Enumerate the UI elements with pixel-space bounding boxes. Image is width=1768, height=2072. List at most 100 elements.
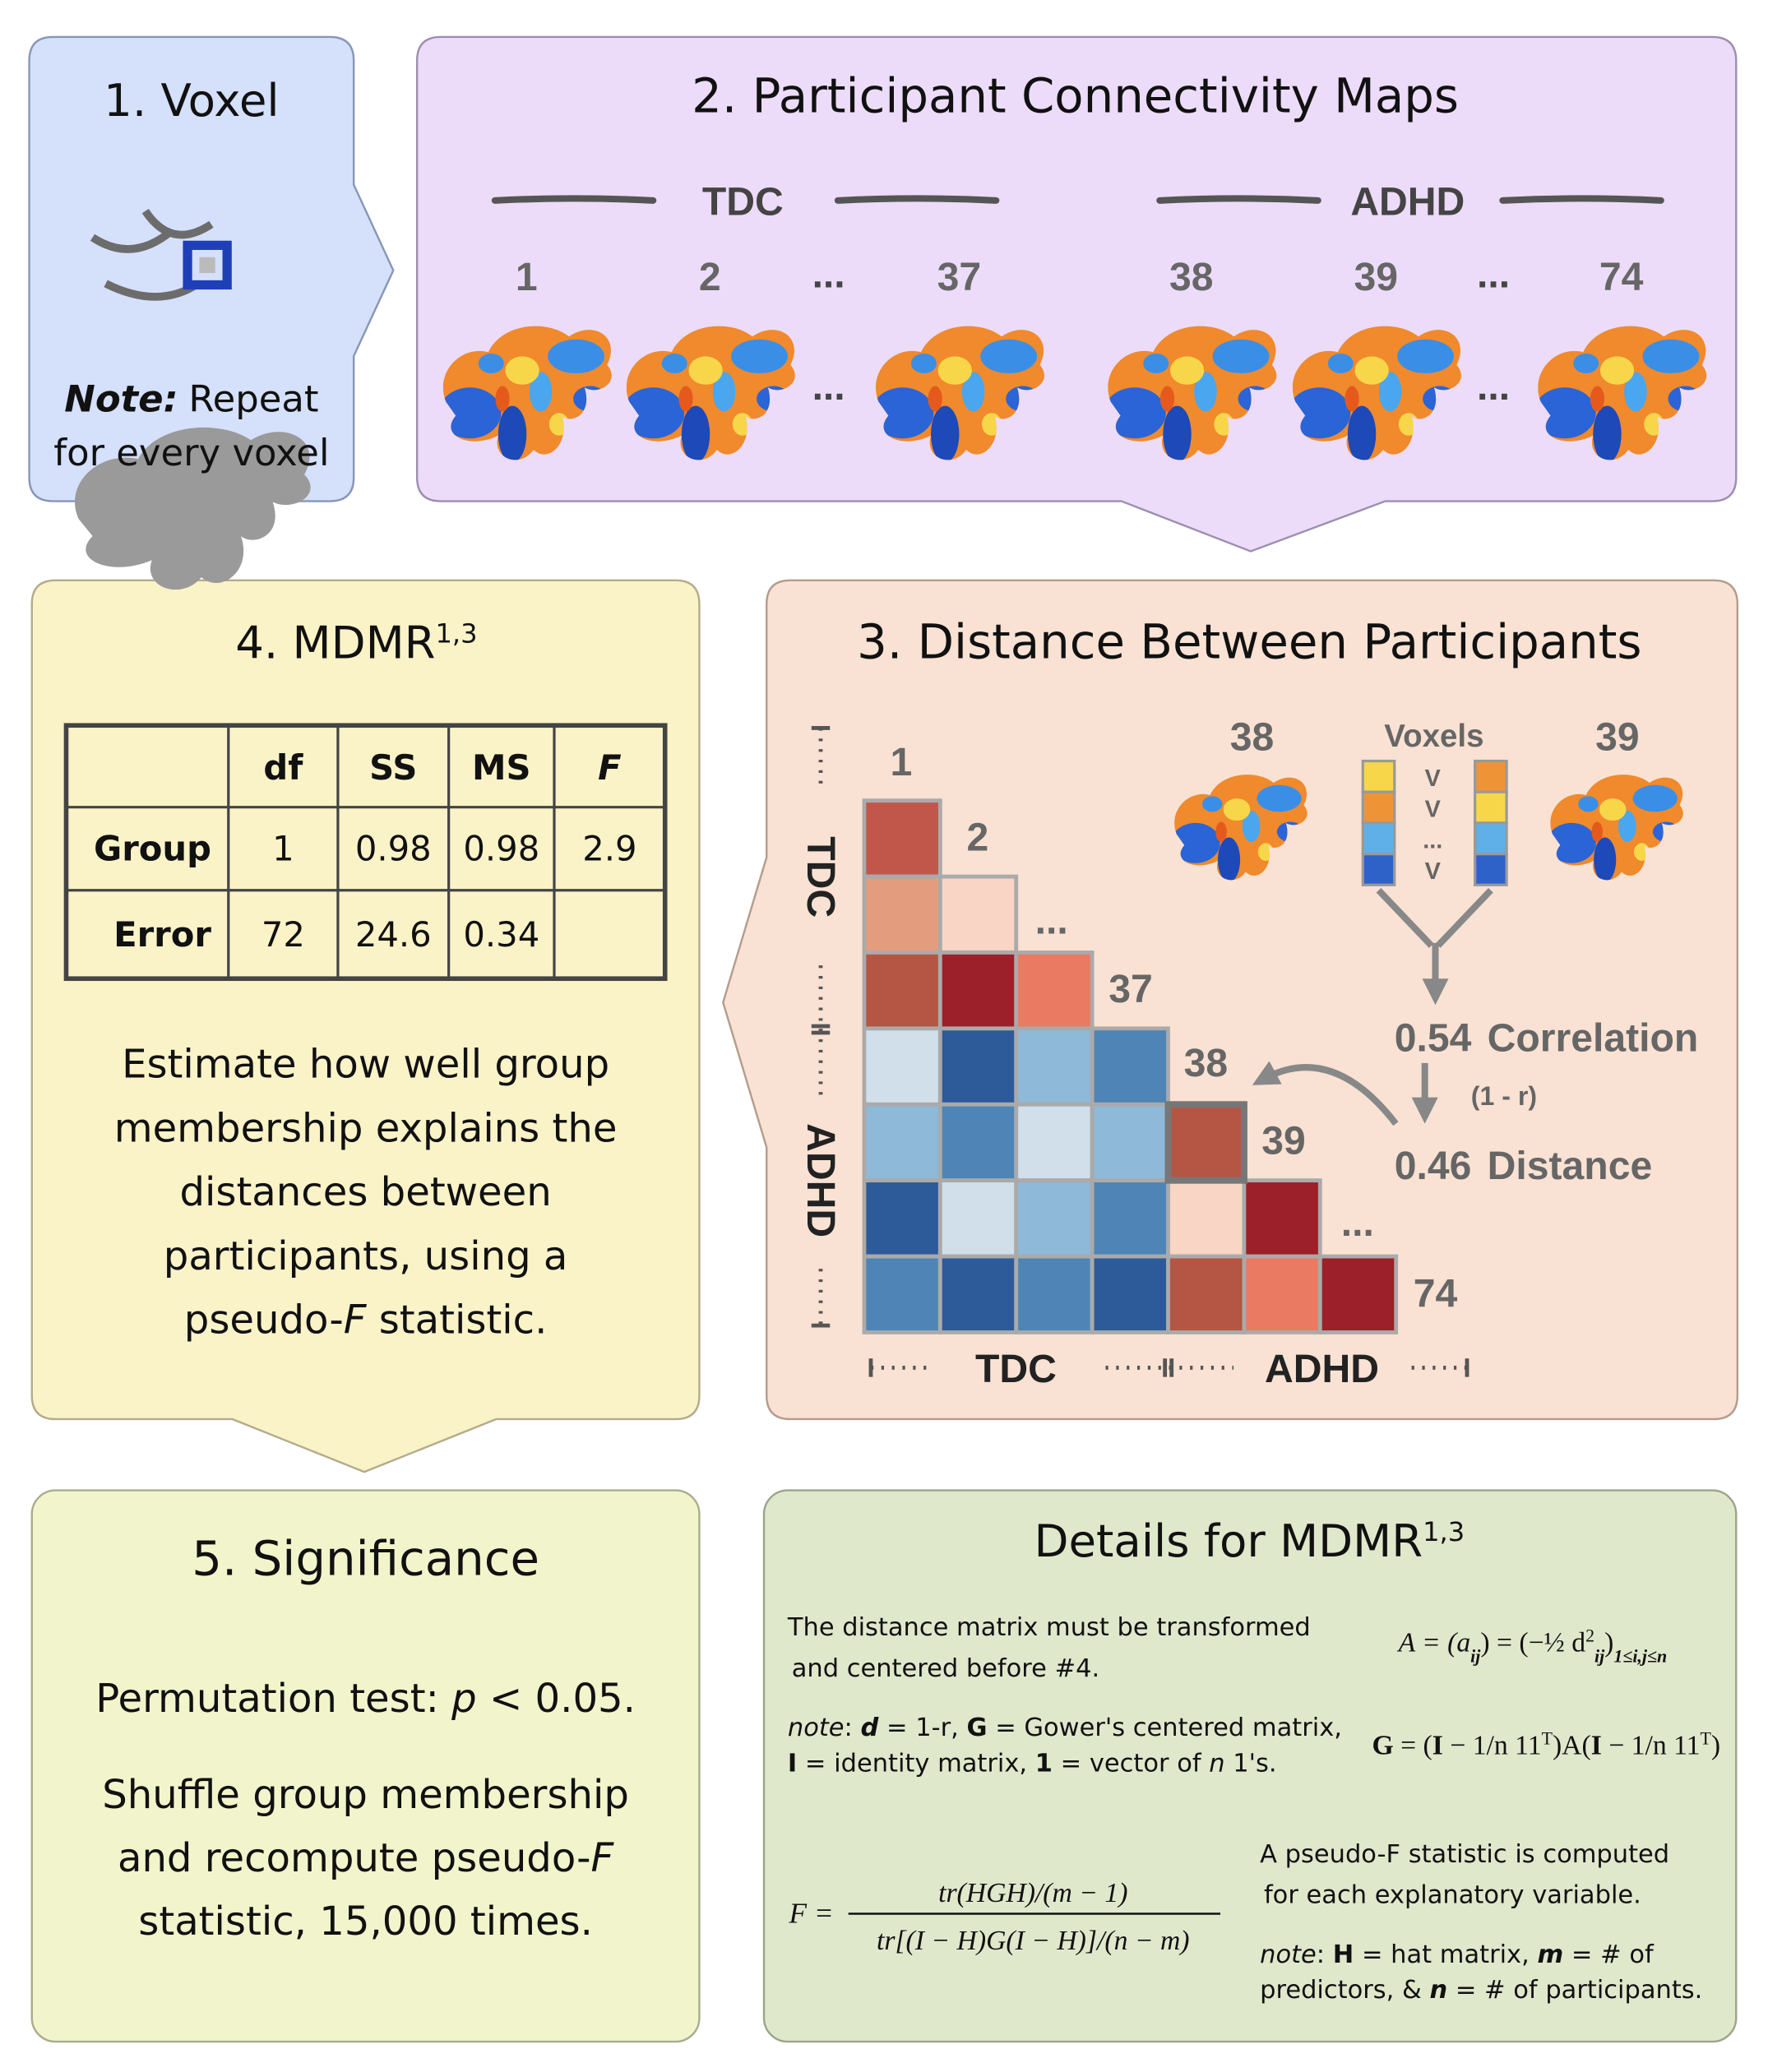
text-segment: ij: [1594, 1645, 1605, 1666]
maps-group: TDC 1 2 37...... ADHD 38 39 74......: [434, 179, 1713, 469]
text-segment: d: [861, 1714, 880, 1742]
text-segment: = # of: [1563, 1940, 1655, 1969]
panel-title: Details for MDMR1,3: [1034, 1515, 1465, 1567]
description: Estimate how well group membership explai…: [114, 1042, 618, 1279]
voxel-cell: [1474, 853, 1508, 886]
example-id: 38: [1230, 715, 1275, 760]
correlation-label: Correlation: [1488, 1015, 1699, 1060]
matrix-cell: [937, 1102, 1019, 1183]
pseudo-line: A pseudo-F statistic is computed: [1260, 1840, 1669, 1869]
description-line: Estimate how well group: [122, 1042, 609, 1088]
group-rule: [834, 195, 1000, 204]
matrix-cell: [862, 874, 942, 955]
group-rule: [491, 195, 657, 204]
text-segment: = (: [1394, 1730, 1432, 1760]
text-segment: I: [1591, 1730, 1602, 1760]
text-segment: F: [591, 1835, 615, 1881]
matrix-label: 37: [1108, 967, 1153, 1011]
panel-title: 3. Distance Between Participants: [857, 613, 1641, 669]
matrix-label: ...: [1341, 1200, 1374, 1245]
voxel-mark: V: [1425, 858, 1442, 885]
ellipsis: ...: [812, 364, 845, 409]
text-segment: = # of participants.: [1447, 1976, 1702, 2005]
text-segment: I: [788, 1749, 797, 1778]
voxel-cell: [1474, 790, 1508, 825]
text-segment: pseudo-: [184, 1297, 344, 1344]
title-text: Details for MDMR: [1034, 1515, 1423, 1567]
panel-title: 1. Voxel: [104, 74, 279, 127]
text-segment: )A(: [1553, 1730, 1591, 1760]
matrix-cell: [937, 1254, 1019, 1334]
voxel-bars: VV...V: [1361, 759, 1508, 886]
matrix-cell: [1166, 1102, 1247, 1183]
matrix-cell: [862, 1254, 942, 1334]
formula-g: G = (I − 1/n 11T)A(I − 1/n 11T): [1372, 1727, 1721, 1761]
group-label: ADHD: [1350, 179, 1465, 224]
voxel-marker-center: [199, 257, 215, 274]
text-segment: 2: [1585, 1625, 1594, 1645]
description-line: pseudo-F statistic.: [184, 1297, 548, 1344]
text-segment: H: [1333, 1940, 1354, 1969]
arrows: [1252, 887, 1493, 1126]
group-label: TDC: [702, 179, 784, 224]
table-cell: 0.98: [463, 829, 539, 869]
matrix-cell: [937, 950, 1019, 1031]
note-label: Note:: [64, 377, 178, 420]
intro-line: and centered before #4.: [792, 1654, 1099, 1683]
panel-mdmr: [30, 579, 701, 1473]
text-segment: = 1-r,: [878, 1714, 966, 1742]
matrix-label: 1: [890, 740, 912, 784]
distance-label: Distance: [1488, 1144, 1653, 1188]
note-line: note: d = 1-r, G = Gower's centered matr…: [788, 1714, 1342, 1742]
text-segment: m: [1537, 1940, 1563, 1969]
participant-id: 1: [516, 255, 538, 299]
note-text: for every voxel: [53, 431, 329, 474]
matrix-label: ...: [1035, 899, 1068, 943]
matrix-label: 74: [1414, 1272, 1458, 1316]
title-text: 4. MDMR: [235, 616, 435, 668]
text-segment: p: [451, 1676, 477, 1722]
text-segment: ij: [1470, 1645, 1481, 1666]
voxels-label: Voxels: [1384, 719, 1483, 754]
text-segment: = vector of: [1053, 1749, 1209, 1778]
axis-group-label: TDC: [975, 1347, 1057, 1391]
axis-caps: [811, 726, 1469, 1377]
axis-group-label: ADHD: [798, 1123, 843, 1237]
text-segment: :: [845, 1714, 861, 1742]
voxel-cell: [1361, 821, 1396, 856]
voxel-cell: [1361, 790, 1396, 825]
text-segment: note: [1260, 1940, 1317, 1969]
text-segment: G: [967, 1714, 988, 1742]
participant-id: 39: [1354, 255, 1399, 299]
matrix-label: 2: [967, 816, 989, 860]
matrix-cell: [1014, 950, 1095, 1031]
ellipsis: ...: [812, 252, 845, 297]
matrix-cell: [1242, 1178, 1322, 1259]
text-line: Shuffle group membership: [102, 1772, 629, 1818]
text-segment: − 1/n 11: [1443, 1730, 1542, 1760]
table-cell: 72: [261, 914, 305, 955]
panel-title: 5. Significance: [192, 1530, 539, 1586]
matrix-cell: [862, 1178, 942, 1259]
table-border: [63, 723, 668, 982]
matrix-cell: [862, 1102, 942, 1183]
group-rule: [1499, 195, 1664, 204]
participant-id: 38: [1169, 255, 1214, 299]
description-line: distances between: [179, 1169, 551, 1215]
axis-group-label: TDC: [798, 836, 843, 918]
matrix-cell: [1317, 1254, 1399, 1334]
text-segment: − 1/n 11: [1602, 1730, 1701, 1760]
participant-id: 2: [699, 255, 721, 299]
text-segment: :: [1317, 1940, 1333, 1969]
test-line: Permutation test: p < 0.05.: [95, 1676, 636, 1722]
matrix-cell: [1090, 1178, 1170, 1259]
panel-title: 4. MDMR1,3: [235, 616, 477, 668]
matrix-label: 38: [1184, 1041, 1229, 1085]
voxel-cell: [1474, 759, 1508, 793]
text-segment: ): [1604, 1627, 1613, 1658]
table-header: df: [263, 747, 303, 788]
table-cell: Error: [113, 914, 211, 955]
matrix-cell: [1090, 1026, 1170, 1107]
mdmr-table: df SS MS F Group 1 0.98 0.98 2.9 Error 72 24.6 0.34: [63, 723, 668, 982]
